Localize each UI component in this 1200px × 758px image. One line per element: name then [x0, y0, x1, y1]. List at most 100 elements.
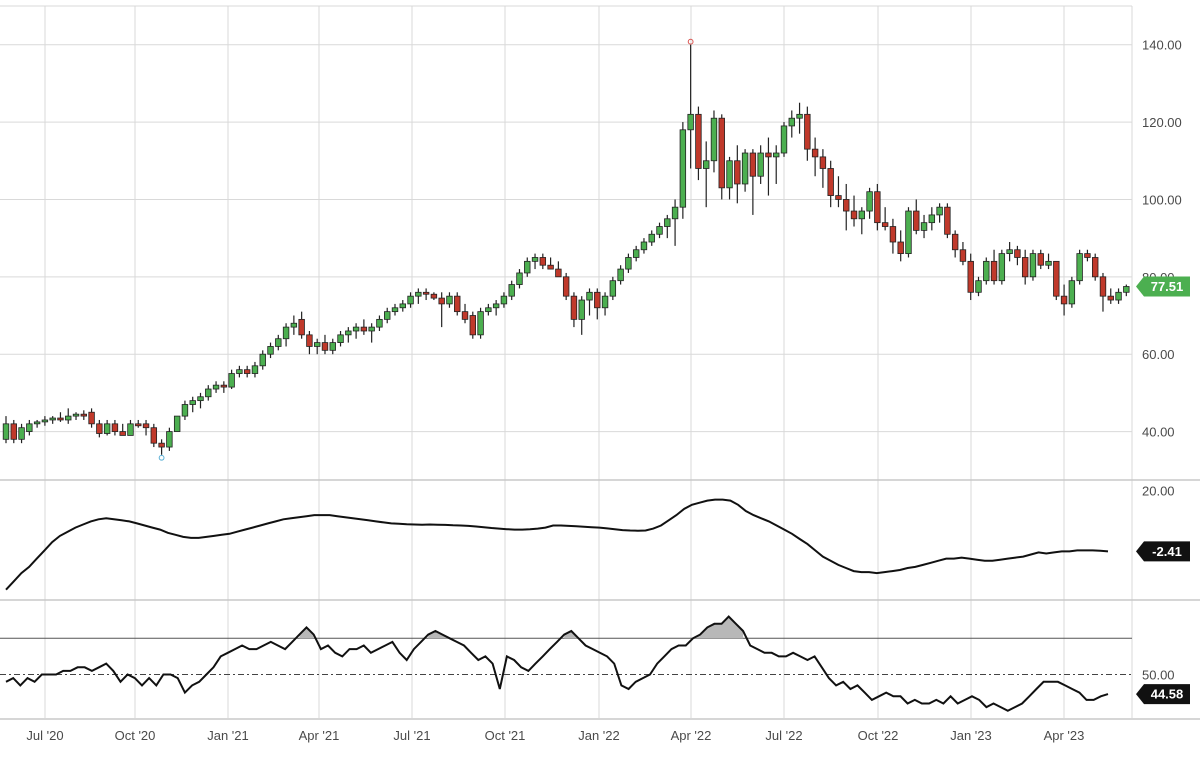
candle-body-up: [127, 423, 134, 436]
candle-body-up: [173, 415, 181, 432]
candlestick: [33, 419, 41, 428]
candlestick: [345, 327, 352, 343]
candle-body-down: [135, 423, 142, 427]
candle-body-up: [773, 152, 780, 158]
candlestick: [796, 102, 803, 134]
candle-body-down: [547, 264, 554, 270]
last-value-label: -2.41: [1152, 544, 1182, 559]
candlestick: [625, 253, 632, 273]
candle-body-up: [345, 330, 352, 336]
candlestick: [695, 106, 702, 181]
candlestick: [259, 350, 266, 370]
candle-body-down: [461, 311, 469, 320]
candlestick: [243, 365, 251, 378]
last-value-label: 77.51: [1151, 279, 1184, 294]
candle-body-down: [695, 113, 702, 169]
candle-body-up: [648, 233, 655, 243]
candle-body-down: [10, 423, 17, 440]
candlestick: [889, 218, 897, 254]
candlestick: [212, 381, 220, 393]
candlestick: [1099, 272, 1107, 312]
candlestick: [866, 187, 873, 219]
candle-body-up: [166, 431, 173, 448]
candle-body-up: [905, 210, 912, 255]
candlestick: [384, 307, 391, 324]
candle-body-down: [765, 152, 772, 158]
candle-body-down: [142, 423, 150, 429]
candlestick: [422, 288, 430, 301]
candle-body-up: [710, 117, 718, 162]
candlestick: [430, 292, 438, 301]
candlestick: [508, 280, 515, 301]
candlestick: [1115, 288, 1122, 304]
candle-body-up: [983, 260, 990, 282]
candle-body-down: [734, 160, 741, 185]
candle-body-up: [189, 400, 196, 405]
candlestick: [189, 396, 196, 413]
candle-body-down: [967, 260, 974, 293]
candlestick: [524, 257, 531, 277]
candlestick: [920, 214, 928, 239]
candle-body-down: [889, 226, 897, 243]
candle-body-up: [228, 373, 235, 388]
candle-body-down: [57, 417, 64, 421]
candle-body-up: [726, 160, 733, 189]
candle-body-up: [508, 284, 515, 297]
candle-body-down: [881, 222, 889, 227]
candlestick: [391, 303, 399, 316]
candlestick: [1037, 249, 1044, 270]
candle-body-up: [212, 384, 220, 390]
candlestick: [562, 272, 570, 301]
candle-body-up: [407, 295, 414, 305]
candlestick: [337, 330, 344, 347]
overbought-area: [299, 627, 314, 639]
candlestick: [306, 330, 313, 355]
series-layer: [2, 38, 1130, 712]
candle-body-up: [1115, 291, 1122, 301]
candle-body-up: [656, 226, 663, 235]
overbought-area: [693, 616, 744, 639]
y-tick-label: 140.00: [1142, 38, 1182, 53]
candlestick: [360, 319, 368, 335]
candle-body-down: [718, 117, 725, 189]
candlestick: [65, 408, 72, 424]
candlestick: [119, 423, 126, 436]
axis-layer: Jul '20 Oct '20 Jan '21 Apr '21 Jul '21 Oct '…: [26, 38, 1190, 743]
y-tick-label: 120.00: [1142, 115, 1182, 130]
candle-body-down: [1099, 276, 1107, 297]
candle-body-up: [780, 125, 788, 154]
candle-body-down: [874, 191, 881, 224]
candle-body-up: [2, 423, 10, 440]
x-tick-label: Jul '20: [26, 728, 63, 743]
candle-body-up: [920, 222, 928, 231]
candlestick: [321, 334, 329, 355]
candlestick: [726, 156, 733, 200]
candle-body-down: [835, 195, 842, 200]
candlestick: [648, 230, 655, 246]
candlestick: [298, 311, 305, 339]
candle-body-down: [360, 326, 368, 332]
candlestick: [710, 110, 718, 173]
candlestick: [601, 292, 609, 316]
candle-body-down: [306, 334, 313, 347]
candlestick: [998, 249, 1006, 285]
candlestick: [780, 122, 788, 157]
candlestick: [477, 307, 484, 339]
candle-body-down: [1084, 253, 1091, 258]
candlestick: [236, 365, 243, 378]
candle-body-up: [617, 268, 624, 282]
candlestick: [166, 427, 173, 451]
candlestick: [578, 296, 585, 335]
candlestick: [41, 416, 49, 426]
candle-body-down: [1060, 295, 1068, 305]
candlestick: [10, 419, 17, 444]
candlestick: [850, 195, 858, 227]
candle-body-up: [1123, 286, 1130, 293]
candle-body-up: [337, 334, 344, 343]
candlestick: [703, 141, 710, 208]
candlestick: [111, 419, 119, 436]
candlestick: [438, 292, 445, 328]
candle-body-down: [1107, 295, 1114, 301]
y-tick-label: 60.00: [1142, 347, 1175, 362]
candle-body-up: [415, 291, 422, 297]
